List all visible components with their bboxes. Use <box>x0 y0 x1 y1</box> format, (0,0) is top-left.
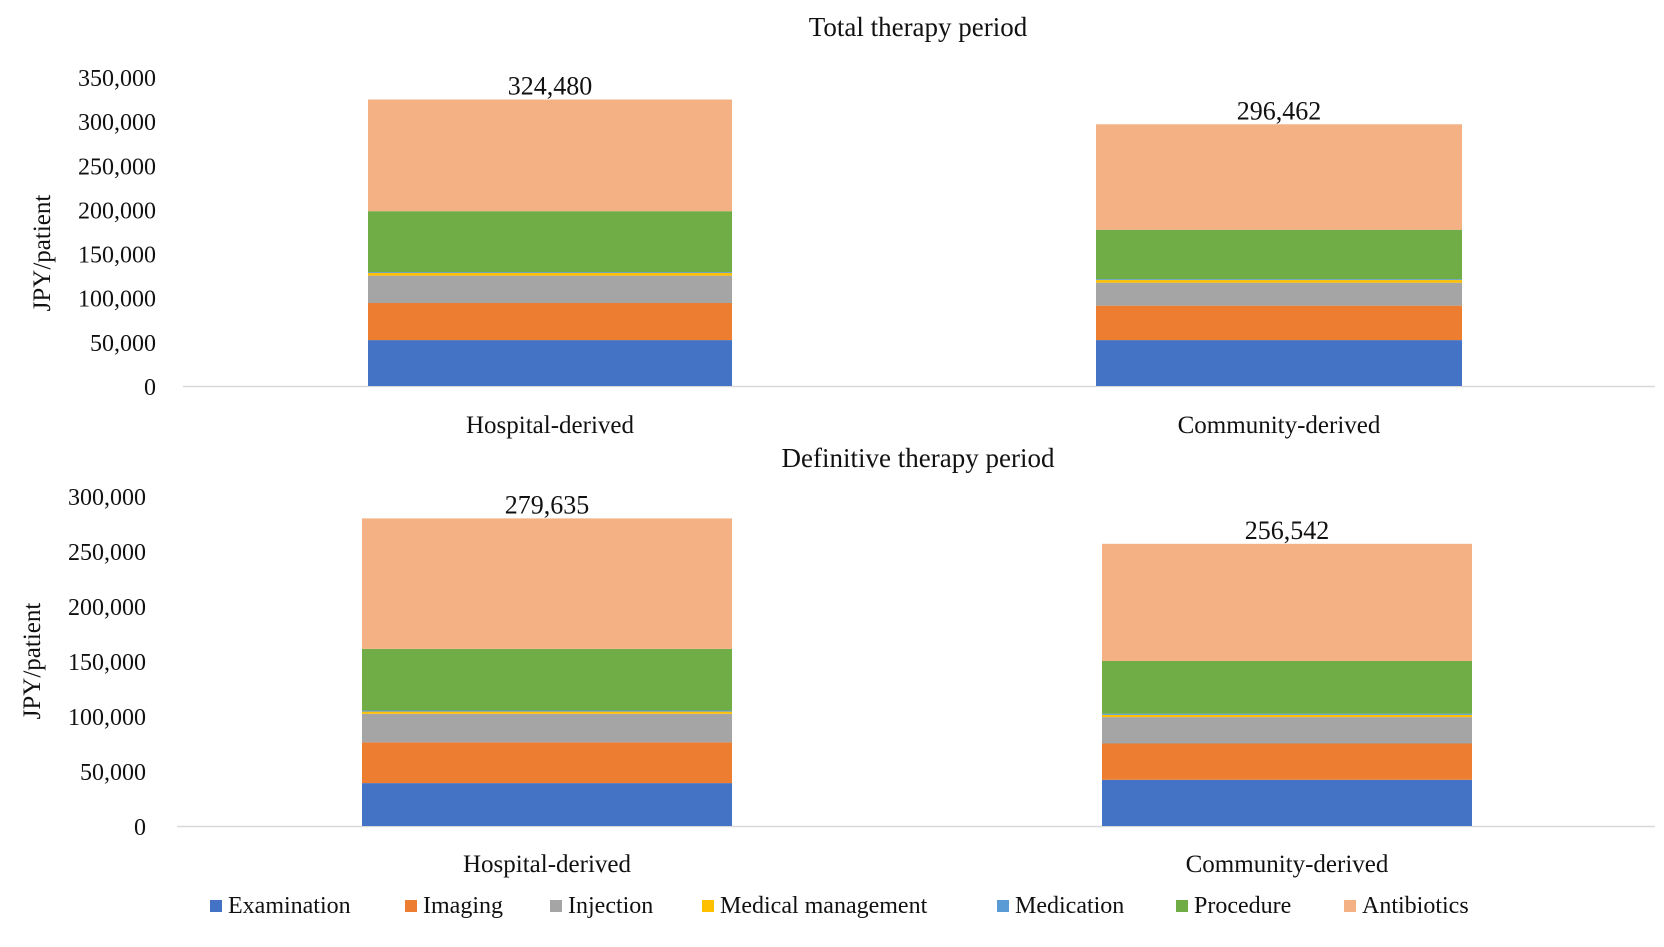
bar-segment-imaging <box>1096 305 1462 341</box>
legend-swatch-medication <box>997 900 1009 912</box>
bar-segment-medical-management <box>1096 280 1462 283</box>
chart-title: Total therapy period <box>809 12 1028 42</box>
y-axis-label: JPY/patient <box>29 195 56 312</box>
bar-segment-examination <box>1096 340 1462 386</box>
legend-swatch-procedure <box>1176 900 1188 912</box>
bar-segment-injection <box>362 713 732 743</box>
bar-segment-antibiotics <box>1096 124 1462 230</box>
bar-segment-medical-management <box>368 272 732 276</box>
bar-segment-procedure <box>1102 661 1472 714</box>
legend-swatch-medical-management <box>702 900 714 912</box>
bar-segment-injection <box>1096 282 1462 306</box>
x-category-label: Hospital-derived <box>466 412 635 439</box>
legend-swatch-injection <box>550 900 562 912</box>
y-tick-label: 150,000 <box>68 650 146 676</box>
y-tick-label: 250,000 <box>68 540 146 566</box>
y-tick-label: 200,000 <box>78 198 156 224</box>
x-category-label: Hospital-derived <box>463 851 632 878</box>
legend-label-medical-management: Medical management <box>720 893 928 919</box>
bar-segment-antibiotics <box>362 518 732 649</box>
total-data-label: 296,462 <box>1237 96 1322 125</box>
legend-label-medication: Medication <box>1015 893 1124 919</box>
x-category-label: Community-derived <box>1178 412 1381 439</box>
legend-label-antibiotics: Antibiotics <box>1362 893 1469 919</box>
bar-segment-medication <box>1096 279 1462 281</box>
bar-segment-antibiotics <box>1102 543 1472 661</box>
bar-segment-injection <box>368 275 732 304</box>
legend-label-imaging: Imaging <box>423 893 503 919</box>
y-tick-label: 0 <box>134 815 146 841</box>
y-tick-label: 0 <box>144 375 156 401</box>
bar-segment-injection <box>1102 717 1472 744</box>
legend-label-procedure: Procedure <box>1194 893 1291 919</box>
chart-legend: Examination Imaging Injection Medical manag… <box>210 893 1469 919</box>
bar-segment-procedure <box>368 211 732 273</box>
bar-segment-procedure <box>1096 229 1462 280</box>
bar-segment-examination <box>1102 779 1472 826</box>
bar-segment-antibiotics <box>368 99 732 212</box>
bar-segment-examination <box>362 783 732 826</box>
chart-panel-1: Total therapy period JPY/patient 0 50,000 10… <box>29 12 1655 439</box>
y-axis-label: JPY/patient <box>19 603 46 720</box>
bar-segment-examination <box>368 340 732 386</box>
y-tick-label: 300,000 <box>68 485 146 511</box>
bar-segment-medication <box>368 272 732 273</box>
y-tick-label: 50,000 <box>90 331 156 357</box>
legend-swatch-imaging <box>405 900 417 912</box>
y-tick-label: 300,000 <box>78 110 156 136</box>
y-tick-label: 150,000 <box>78 243 156 269</box>
bar-segment-medical-management <box>1102 714 1472 718</box>
chart-title: Definitive therapy period <box>782 443 1055 473</box>
y-tick-label: 50,000 <box>80 760 146 786</box>
y-tick-label: 250,000 <box>78 154 156 180</box>
total-data-label: 256,542 <box>1245 516 1330 545</box>
legend-swatch-examination <box>210 900 222 912</box>
x-category-label: Community-derived <box>1186 851 1389 878</box>
bar-segment-procedure <box>362 648 732 711</box>
total-data-label: 279,635 <box>505 490 590 519</box>
bar-segment-medication <box>362 710 732 712</box>
bar-segment-imaging <box>1102 743 1472 780</box>
chart-panel-2: Definitive therapy period JPY/patient 0 50,… <box>19 443 1655 878</box>
y-tick-label: 200,000 <box>68 595 146 621</box>
legend-label-injection: Injection <box>568 893 653 919</box>
legend-swatch-antibiotics <box>1344 900 1356 912</box>
y-tick-label: 350,000 <box>78 66 156 92</box>
y-tick-label: 100,000 <box>78 287 156 313</box>
bar-segment-medication <box>1102 713 1472 715</box>
legend-label-examination: Examination <box>228 893 351 919</box>
total-data-label: 324,480 <box>508 72 593 101</box>
bar-segment-imaging <box>362 742 732 784</box>
bar-segment-medical-management <box>362 711 732 714</box>
bar-segment-imaging <box>368 303 732 341</box>
y-tick-label: 100,000 <box>68 705 146 731</box>
